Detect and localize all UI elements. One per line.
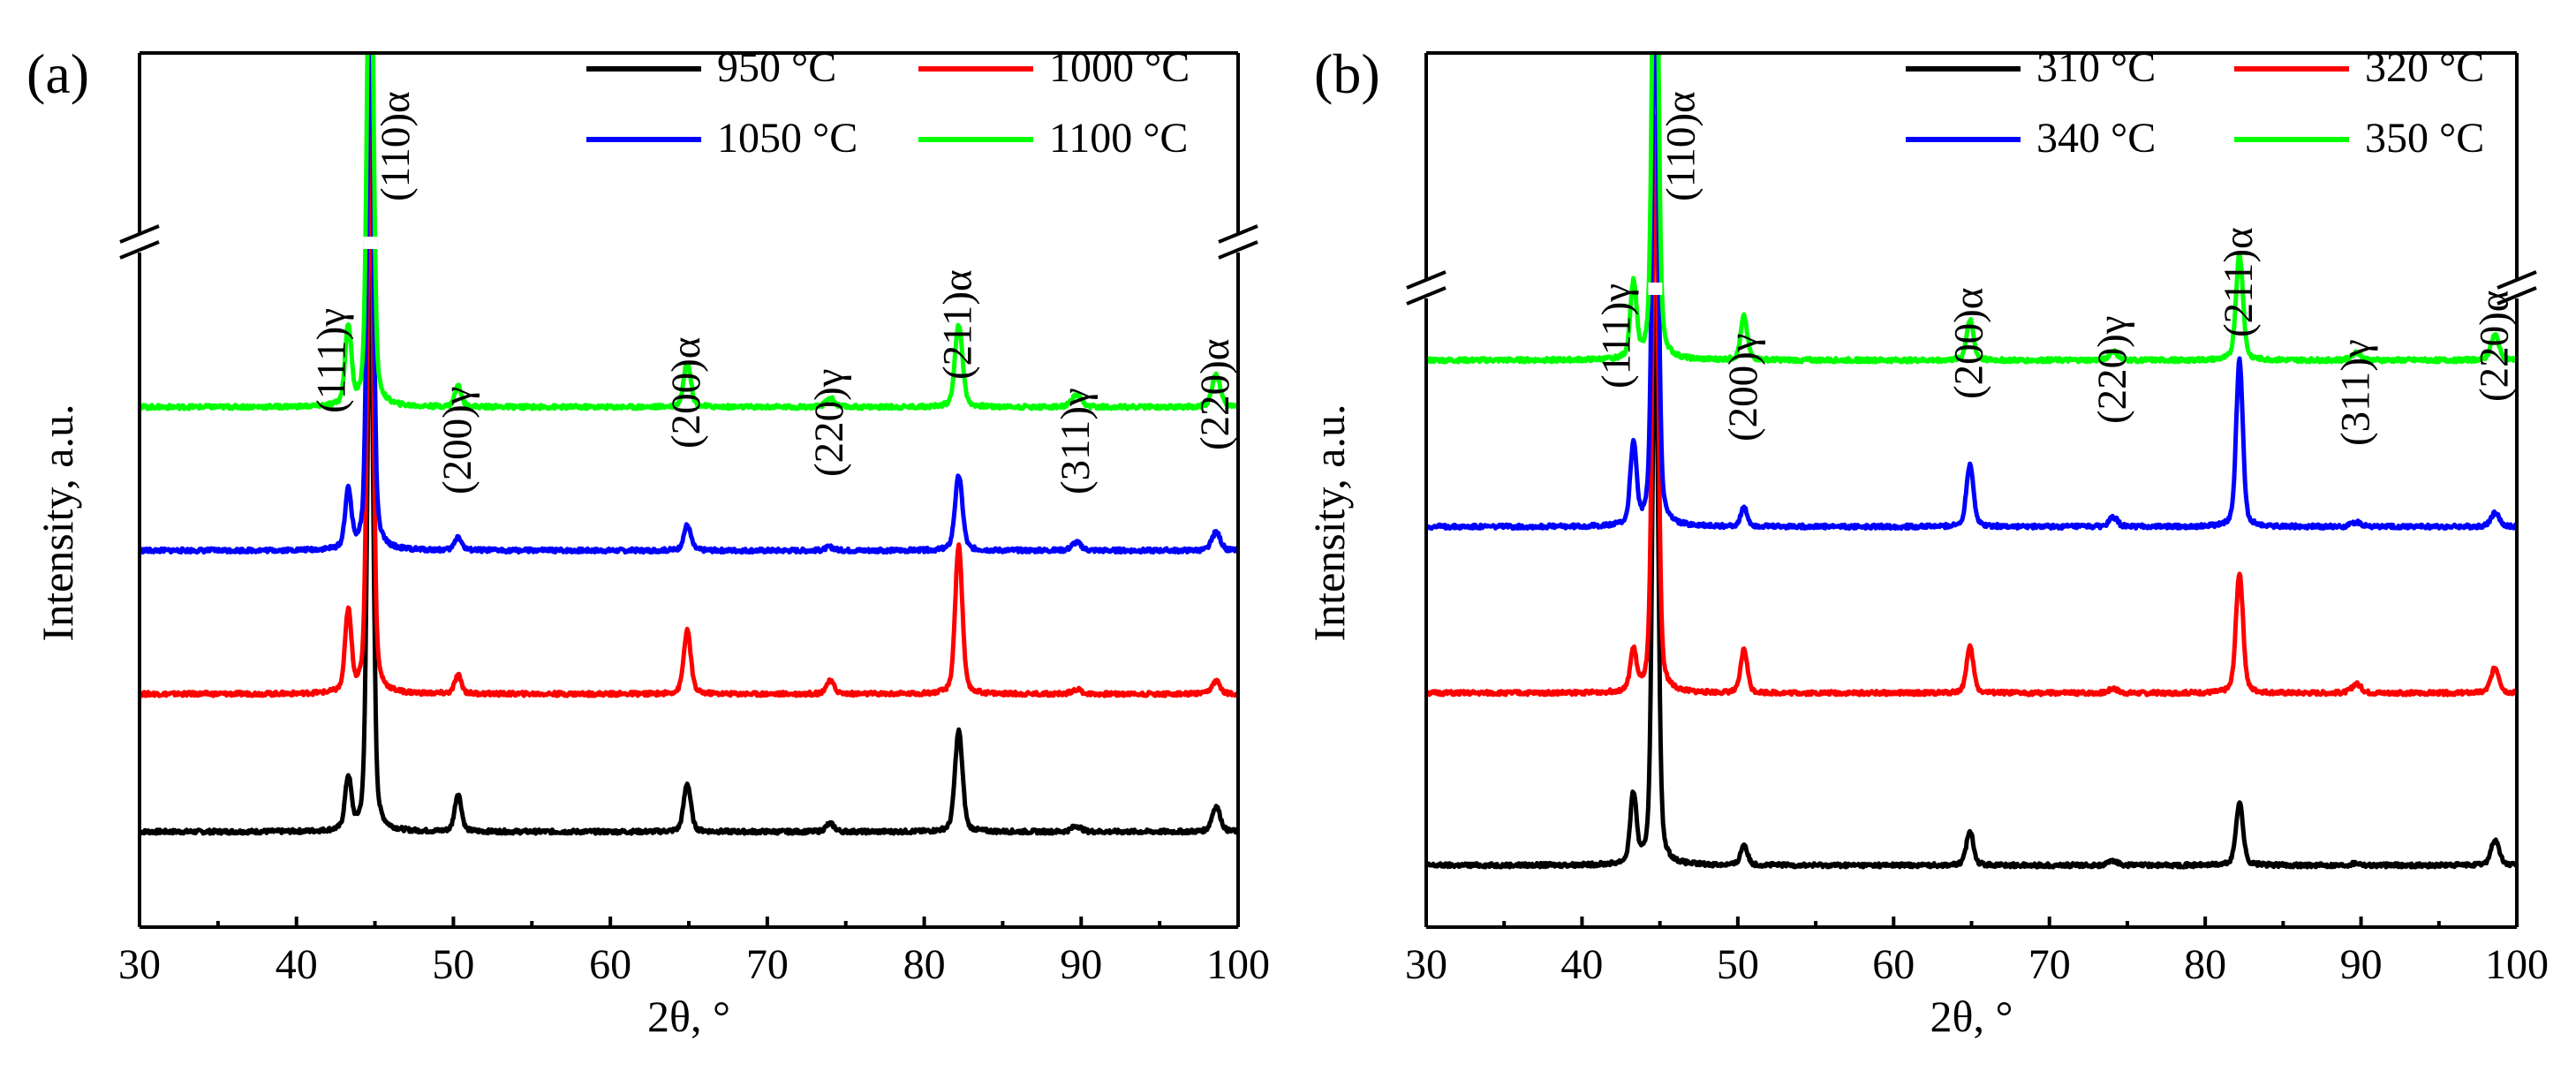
- series-line-1050C: [140, 53, 1238, 555]
- legend-entry: 1050 °C: [717, 115, 857, 162]
- series-line-950C: [140, 253, 1238, 836]
- legend-entry: 1100 °C: [1049, 115, 1188, 162]
- x-axis: 30 40 50 60 70 80 90 100: [118, 917, 1270, 988]
- series-line-310C: [1426, 289, 2517, 870]
- x-tick-label: 70: [2028, 941, 2071, 988]
- peak-labels: (111)γ (110)α (200)γ (200)α (220)γ (211)α (311…: [308, 91, 1238, 494]
- peak-label: (111)γ: [1594, 283, 1640, 389]
- x-axis-title: 2θ, °: [647, 992, 730, 1041]
- peak-label: (220)α: [2471, 290, 2517, 402]
- x-tick-label: 100: [1206, 941, 1270, 988]
- peak-label: (220)γ: [806, 368, 852, 477]
- legend-entry: 350 °C: [2365, 115, 2484, 162]
- x-tick-label: 90: [1060, 941, 1102, 988]
- peak-label: (220)α: [1192, 339, 1238, 450]
- peak-label: (200)α: [663, 337, 709, 449]
- peak-label: (200)γ: [434, 386, 480, 494]
- legend: 950 °C 1000 °C 1050 °C 1100 °C: [586, 44, 1190, 162]
- panel-label: (b): [1314, 42, 1380, 105]
- x-tick-label: 50: [432, 941, 474, 988]
- peak-label: (220)γ: [2089, 315, 2135, 424]
- peak-label: (111)γ: [308, 308, 354, 413]
- panel-b: (b) 30 40 50 60 70 80 90 100 2θ, ° Intensity, a.u.…: [1304, 42, 2549, 1041]
- peak-label: (200)α: [1946, 288, 1992, 399]
- x-tick-label: 40: [1560, 941, 1603, 988]
- peak-label: (311)γ: [1053, 388, 1099, 494]
- legend-entry: 310 °C: [2036, 44, 2156, 91]
- series-group: [140, 53, 1238, 836]
- legend-entry: 320 °C: [2365, 44, 2484, 91]
- x-tick-label: 90: [2340, 941, 2383, 988]
- peak-label: (110)α: [1658, 91, 1703, 201]
- series-line-340C: [1426, 53, 2517, 532]
- peak-label: (200)γ: [1720, 333, 1766, 441]
- peak-label: (211)α: [2216, 227, 2262, 337]
- x-tick-label: 40: [276, 941, 318, 988]
- x-tick-label: 60: [1872, 941, 1915, 988]
- series-group: [1426, 53, 2517, 870]
- series-line-1000C: [140, 117, 1238, 698]
- x-tick-label: 30: [118, 941, 161, 988]
- series-line-320C: [1426, 115, 2517, 698]
- legend-entry: 950 °C: [717, 44, 836, 91]
- peak-label: (211)α: [935, 269, 981, 380]
- x-tick-label: 80: [903, 941, 946, 988]
- y-axis-title: Intensity, a.u.: [33, 404, 82, 642]
- peak-label: (311)γ: [2332, 339, 2378, 446]
- legend-entry: 1000 °C: [1049, 44, 1190, 91]
- y-axis-title: Intensity, a.u.: [1304, 404, 1354, 642]
- x-tick-label: 50: [1717, 941, 1759, 988]
- x-tick-label: 30: [1405, 941, 1447, 988]
- x-tick-label: 100: [2485, 941, 2549, 988]
- x-axis: 30 40 50 60 70 80 90 100: [1405, 917, 2549, 988]
- series-line-350C: [1426, 53, 2517, 365]
- x-tick-label: 70: [746, 941, 789, 988]
- panel-a: (a) 30 40 50 60 70 80 90 100 2θ, ° Intensity, a.u.…: [26, 42, 1270, 1041]
- panel-label: (a): [26, 42, 89, 105]
- x-tick-label: 80: [2184, 941, 2226, 988]
- legend: 310 °C 320 °C 340 °C 350 °C: [1906, 44, 2484, 162]
- peak-labels: (111)γ (110)α (200)γ (200)α (220)γ (211)α (311…: [1594, 91, 2518, 446]
- series-line-1100C: [140, 53, 1238, 411]
- x-tick-label: 60: [589, 941, 631, 988]
- peak-label: (110)α: [373, 91, 419, 201]
- x-axis-title: 2θ, °: [1930, 992, 2013, 1041]
- legend-entry: 340 °C: [2036, 115, 2156, 162]
